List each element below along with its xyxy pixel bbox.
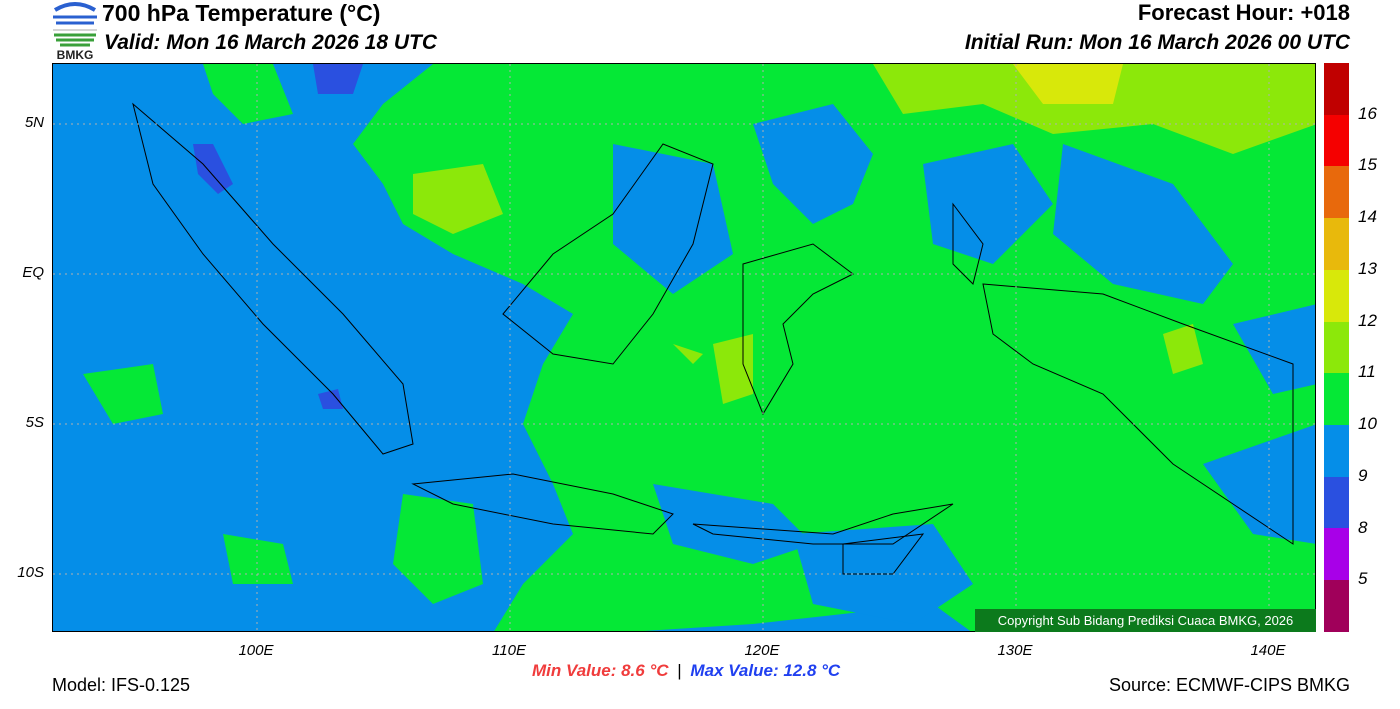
lon-label-100e: 100E: [238, 642, 274, 659]
colorbar-bin: [1324, 218, 1349, 270]
lat-label-5n: 5N: [24, 114, 44, 131]
min-max-values: Min Value: 8.6 °C | Max Value: 12.8 °C: [532, 661, 840, 681]
colorbar-label: 14: [1358, 207, 1377, 227]
colorbar-label: 15: [1358, 155, 1377, 175]
colorbar: [1324, 63, 1349, 632]
colorbar-bin: [1324, 580, 1349, 632]
max-value: Max Value: 12.8 °C: [690, 661, 841, 680]
min-value: Min Value: 8.6 °C: [532, 661, 669, 680]
field-12-13: [1013, 64, 1123, 104]
colorbar-label: 11: [1358, 362, 1376, 382]
colorbar-bin: [1324, 425, 1349, 477]
colorbar-label: 5: [1358, 569, 1368, 589]
lon-label-140e: 140E: [1250, 642, 1286, 659]
colorbar-label: 10: [1358, 414, 1377, 434]
colorbar-bin: [1324, 476, 1349, 529]
lon-label-120e: 120E: [744, 642, 780, 659]
lat-label-10s: 10S: [17, 564, 44, 581]
colorbar-bin: [1324, 114, 1349, 167]
svg-text:BMKG: BMKG: [57, 48, 94, 62]
model-name: Model: IFS-0.125: [52, 675, 191, 695]
lat-label-5s: 5S: [25, 414, 44, 431]
field-8-9: [193, 64, 363, 409]
copyright-notice: Copyright Sub Bidang Prediksi Cuaca BMKG…: [975, 609, 1316, 632]
lat-label-eq: EQ: [22, 264, 44, 281]
temperature-map: [52, 63, 1316, 632]
colorbar-bin: [1324, 321, 1349, 374]
colorbar-label: 9: [1358, 465, 1368, 485]
map-title: 700 hPa Temperature (°C): [102, 0, 381, 26]
colorbar-label: 16: [1358, 103, 1377, 123]
colorbar-label: 12: [1358, 310, 1377, 330]
lon-label-110e: 110E: [492, 642, 526, 659]
lon-label-130e: 130E: [997, 642, 1033, 659]
colorbar-bin: [1324, 528, 1349, 581]
valid-time: Valid: Mon 16 March 2026 18 UTC: [104, 31, 437, 54]
colorbar-bin: [1324, 166, 1349, 219]
forecast-hour: Forecast Hour: +018: [1137, 0, 1350, 25]
initial-run: Initial Run: Mon 16 March 2026 00 UTC: [964, 31, 1350, 54]
separator: |: [677, 661, 682, 680]
colorbar-label: 8: [1358, 517, 1368, 537]
colorbar-bin: [1324, 269, 1349, 322]
colorbar-bin: [1324, 63, 1349, 115]
colorbar-bin: [1324, 373, 1349, 426]
coastlines: [132, 102, 1294, 575]
field-10-11: [83, 64, 1315, 631]
bmkg-logo: BMKG: [50, 0, 100, 62]
colorbar-label: 13: [1358, 258, 1377, 278]
graticule: [53, 64, 1315, 631]
data-source: Source: ECMWF-CIPS BMKG: [1108, 675, 1350, 695]
field-11-12: [413, 64, 1315, 404]
